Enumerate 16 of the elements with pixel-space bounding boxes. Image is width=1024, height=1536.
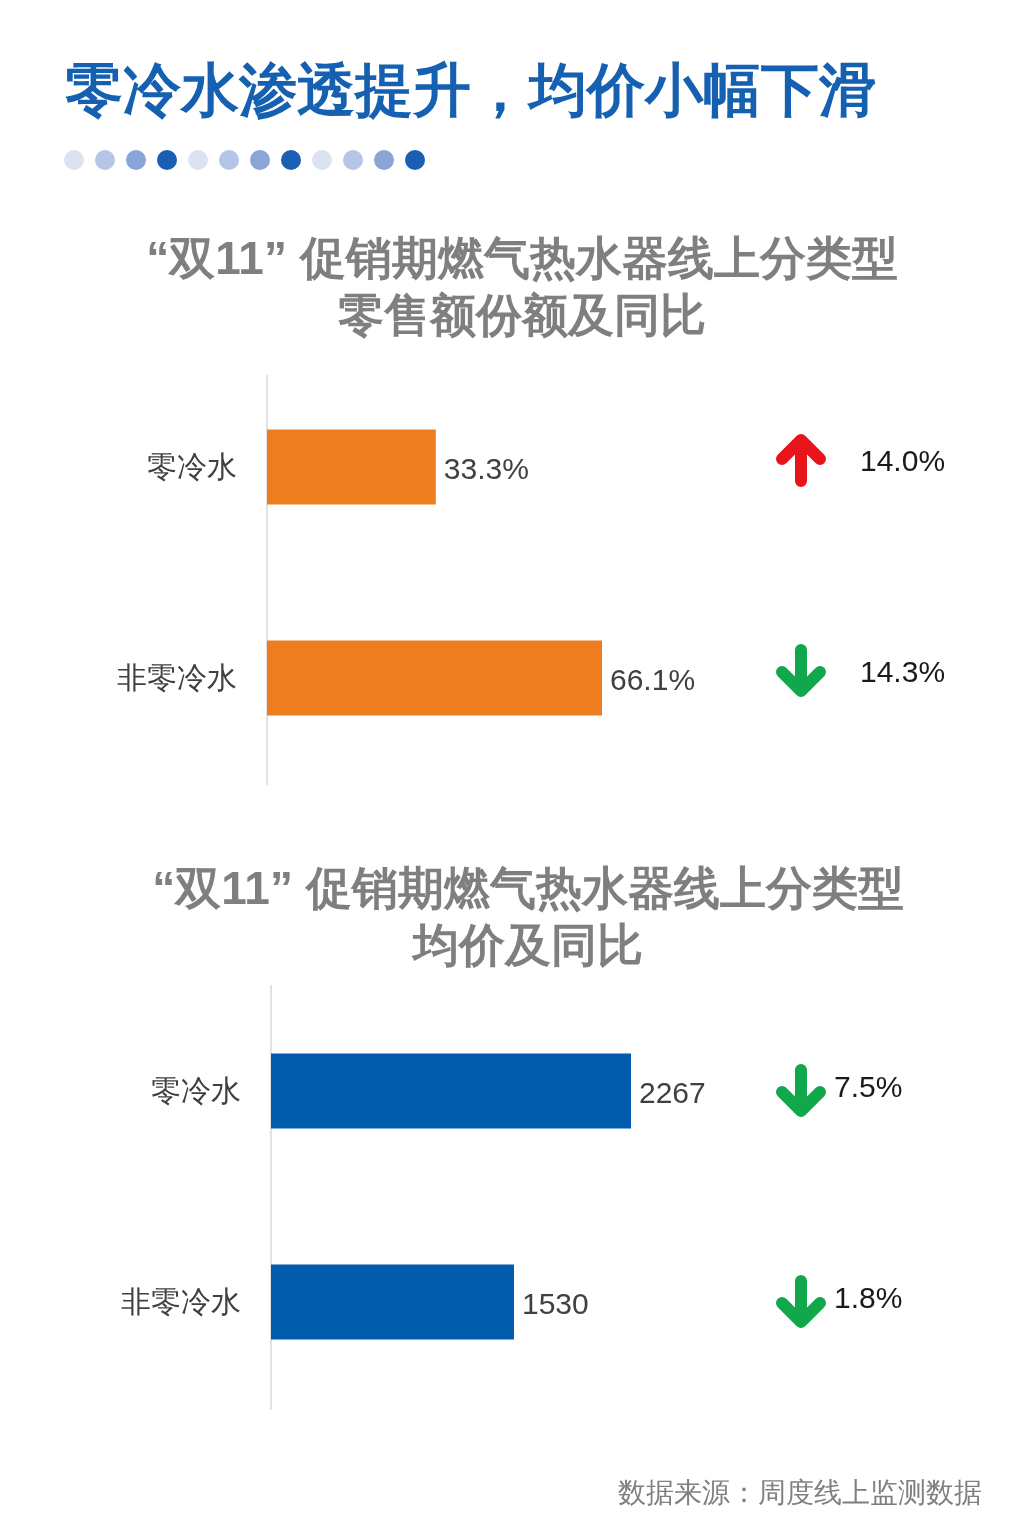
data-label: 1530 <box>521 1287 589 1320</box>
chart-title: 零冷水渗透提升，均价小幅下滑 <box>65 57 877 122</box>
text: 14.3% <box>860 655 946 688</box>
chart-subtitle: “双11” 促销期燃气热水器线上分类型均价及同比 <box>152 862 904 971</box>
data-label: 66.1% <box>610 663 696 696</box>
y-tick-label: 非零冷水 <box>121 1285 241 1318</box>
y-tick-label: 零冷水 <box>147 450 237 483</box>
data-label: 33.3% <box>443 452 529 485</box>
chart-subtitle: “双11” 促销期燃气热水器线上分类型零售额份额及同比 <box>146 232 898 341</box>
y-tick-label: 非零冷水 <box>117 661 237 694</box>
source-note: 数据来源：周度线上监测数据 <box>618 1477 982 1508</box>
text: 14.0% <box>860 444 946 477</box>
text: 1.8% <box>834 1281 903 1314</box>
data-label: 2267 <box>639 1076 706 1109</box>
y-tick-label: 零冷水 <box>151 1074 241 1107</box>
text: 7.5% <box>834 1070 903 1103</box>
